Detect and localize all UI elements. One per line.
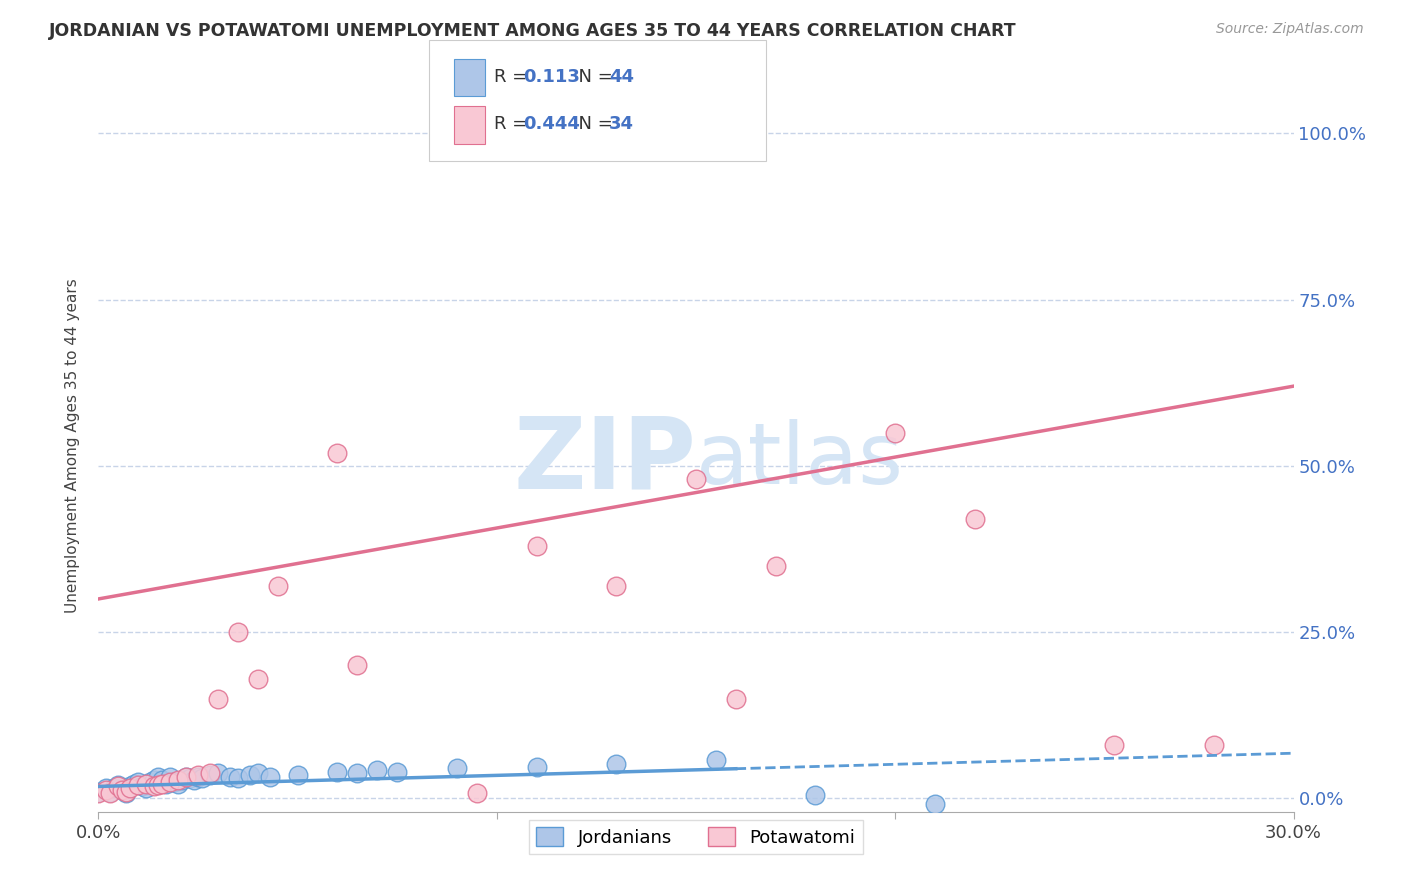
Point (150, 772, 173, 787)
Point (924, 797, 946, 811)
Y-axis label: Unemployment Among Ages 35 to 44 years: Unemployment Among Ages 35 to 44 years (65, 278, 80, 614)
Point (1104, 738, 1126, 752)
Point (724, 691, 747, 706)
Point (226, 772, 249, 786)
Point (259, 770, 281, 784)
Text: R =: R = (494, 115, 533, 133)
Text: N =: N = (567, 115, 619, 133)
Point (198, 768, 221, 782)
Point (87, 786, 110, 800)
Point (326, 764, 349, 779)
Point (174, 770, 197, 784)
Point (98, 786, 122, 800)
Point (226, 625, 249, 640)
Point (219, 770, 242, 784)
Point (96, 781, 118, 796)
Point (107, 780, 129, 794)
Point (127, 778, 149, 792)
Point (605, 756, 627, 771)
Point (150, 777, 173, 791)
Point (765, 558, 787, 573)
Point (159, 774, 181, 789)
Point (804, 788, 827, 802)
Point (704, 753, 727, 767)
Point (135, 781, 157, 796)
Point (120, 780, 142, 794)
Point (446, 762, 468, 776)
Point (167, 772, 190, 787)
Point (246, 672, 269, 686)
Point (148, 778, 170, 792)
Point (115, 786, 138, 800)
Point (239, 768, 262, 782)
Point (120, 781, 142, 796)
Point (163, 774, 186, 789)
Point (155, 777, 177, 791)
Text: 44: 44 (609, 68, 634, 86)
Point (485, 127, 508, 141)
Point (167, 777, 190, 791)
Point (179, 772, 201, 786)
Point (526, 539, 548, 553)
Point (207, 766, 229, 780)
Point (183, 772, 205, 787)
Point (246, 766, 269, 780)
Point (98, 785, 122, 799)
Point (159, 770, 181, 784)
Point (207, 691, 229, 706)
Point (131, 780, 153, 794)
Point (366, 764, 388, 778)
Point (198, 766, 221, 780)
Point (143, 772, 166, 787)
Point (174, 770, 197, 784)
Text: ZIP: ZIP (513, 412, 696, 509)
Text: atlas: atlas (696, 419, 904, 502)
Text: 34: 34 (609, 115, 634, 133)
Point (346, 766, 368, 780)
Text: 0.113: 0.113 (523, 68, 579, 86)
Point (127, 774, 149, 789)
Point (111, 783, 134, 797)
Point (884, 425, 907, 440)
Point (115, 785, 138, 799)
Point (326, 445, 349, 459)
Text: N =: N = (567, 68, 619, 86)
Point (267, 579, 290, 593)
Point (385, 764, 409, 779)
Point (172, 772, 194, 787)
Text: Source: ZipAtlas.com: Source: ZipAtlas.com (1216, 22, 1364, 37)
Point (87, 785, 110, 799)
Point (124, 777, 146, 791)
Point (139, 774, 162, 789)
Point (191, 772, 214, 786)
Point (135, 777, 157, 791)
Text: R =: R = (494, 68, 533, 86)
Point (963, 512, 986, 526)
Text: 0.444: 0.444 (523, 115, 579, 133)
Point (143, 780, 166, 794)
Point (96, 783, 118, 797)
Point (107, 778, 129, 792)
Point (346, 658, 368, 673)
Point (605, 579, 627, 593)
Point (148, 770, 170, 784)
Point (526, 759, 548, 773)
Point (465, 786, 488, 800)
Point (111, 783, 134, 797)
Point (187, 768, 209, 782)
Point (187, 770, 209, 784)
Point (287, 768, 309, 782)
Point (1202, 738, 1225, 752)
Point (685, 472, 707, 486)
Point (103, 781, 125, 796)
Legend: Jordanians, Potawatomi: Jordanians, Potawatomi (529, 820, 863, 854)
Text: JORDANIAN VS POTAWATOMI UNEMPLOYMENT AMONG AGES 35 TO 44 YEARS CORRELATION CHART: JORDANIAN VS POTAWATOMI UNEMPLOYMENT AMO… (49, 22, 1017, 40)
